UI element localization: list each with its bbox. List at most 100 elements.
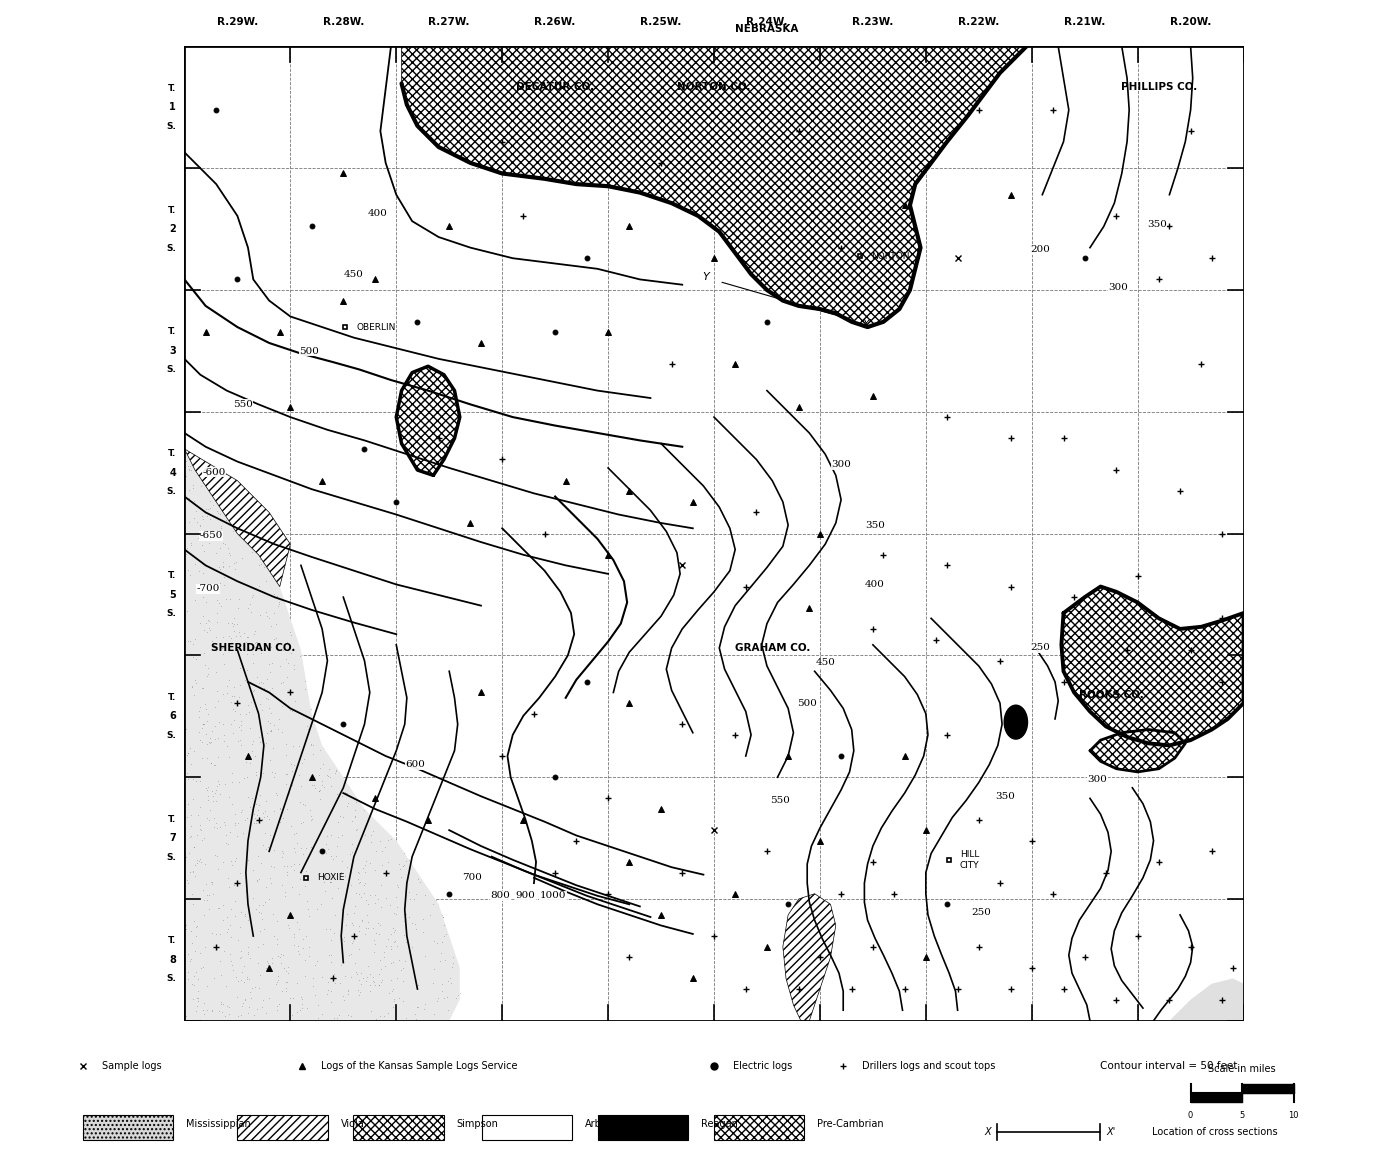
Text: HILL
CITY: HILL CITY xyxy=(960,850,980,870)
Text: T.: T. xyxy=(168,936,176,945)
Text: Mississippian: Mississippian xyxy=(186,1119,251,1129)
Text: S.: S. xyxy=(167,853,176,862)
Text: 700: 700 xyxy=(462,873,483,883)
Text: 500: 500 xyxy=(797,698,818,708)
Text: SHERIDAN CO.: SHERIDAN CO. xyxy=(211,643,295,653)
Text: R.29W.: R.29W. xyxy=(217,17,258,28)
Text: 350: 350 xyxy=(995,792,1015,800)
Text: 400: 400 xyxy=(865,580,885,589)
Text: 550: 550 xyxy=(232,400,252,408)
Bar xyxy=(238,1116,328,1139)
Text: 450: 450 xyxy=(344,269,364,278)
Text: T.: T. xyxy=(168,84,176,93)
Text: OBERLIN: OBERLIN xyxy=(356,322,395,332)
Text: HOXIE: HOXIE xyxy=(316,873,344,883)
Text: Contour interval = 50 feet: Contour interval = 50 feet xyxy=(1100,1060,1238,1071)
Text: S.: S. xyxy=(167,122,176,131)
Text: 2: 2 xyxy=(169,224,176,234)
Text: T.: T. xyxy=(168,205,176,215)
Text: X: X xyxy=(984,1126,991,1137)
Text: Scale in miles: Scale in miles xyxy=(1208,1064,1275,1074)
Text: -650: -650 xyxy=(199,531,223,541)
Text: 350: 350 xyxy=(1147,220,1166,229)
Text: R.22W.: R.22W. xyxy=(958,17,1000,28)
Text: 7: 7 xyxy=(169,833,176,843)
Text: Reagan: Reagan xyxy=(701,1119,738,1129)
Text: Electric logs: Electric logs xyxy=(734,1060,792,1071)
Text: Pre-Cambrian: Pre-Cambrian xyxy=(818,1119,883,1129)
Text: T.: T. xyxy=(168,327,176,336)
Text: Y': Y' xyxy=(862,319,872,329)
Text: S.: S. xyxy=(167,487,176,496)
Polygon shape xyxy=(185,449,459,1021)
Text: T.: T. xyxy=(168,693,176,702)
Ellipse shape xyxy=(1004,705,1028,739)
Text: ROOKS CO.: ROOKS CO. xyxy=(1079,689,1144,699)
Text: NORTON: NORTON xyxy=(871,252,909,261)
Text: 1000: 1000 xyxy=(540,891,566,900)
Text: 250: 250 xyxy=(972,908,991,918)
Text: Viola: Viola xyxy=(340,1119,364,1129)
Text: X': X' xyxy=(1107,1126,1116,1137)
Text: Location of cross sections: Location of cross sections xyxy=(1152,1126,1278,1137)
Text: Sample logs: Sample logs xyxy=(102,1060,162,1071)
Polygon shape xyxy=(396,367,459,476)
Text: R.23W.: R.23W. xyxy=(853,17,893,28)
Text: 10: 10 xyxy=(1288,1110,1299,1119)
Text: R.21W.: R.21W. xyxy=(1064,17,1106,28)
Bar xyxy=(83,1116,174,1139)
Text: 450: 450 xyxy=(815,659,836,667)
Text: PHILLIPS CO.: PHILLIPS CO. xyxy=(1121,81,1197,92)
Text: S.: S. xyxy=(167,365,176,375)
Text: 6: 6 xyxy=(169,711,176,722)
Text: 200: 200 xyxy=(1030,245,1050,254)
Text: Logs of the Kansas Sample Logs Service: Logs of the Kansas Sample Logs Service xyxy=(321,1060,518,1071)
Text: 3: 3 xyxy=(169,346,176,356)
Text: NORTON CO.: NORTON CO. xyxy=(678,81,750,92)
Text: R.25W.: R.25W. xyxy=(640,17,682,28)
Text: 0: 0 xyxy=(1189,1110,1193,1119)
Text: 800: 800 xyxy=(490,891,510,900)
Text: R.20W.: R.20W. xyxy=(1170,17,1211,28)
Text: 8: 8 xyxy=(169,955,176,965)
Text: 1: 1 xyxy=(169,102,176,113)
Text: 4: 4 xyxy=(169,467,176,478)
Bar xyxy=(714,1116,804,1139)
Text: 350: 350 xyxy=(865,521,885,530)
Text: 550: 550 xyxy=(770,796,790,805)
Text: T.: T. xyxy=(168,571,176,580)
Text: 300: 300 xyxy=(1088,775,1107,784)
Text: R.26W.: R.26W. xyxy=(535,17,575,28)
Text: 300: 300 xyxy=(832,461,851,470)
Text: 500: 500 xyxy=(300,347,319,356)
Polygon shape xyxy=(185,449,290,587)
Text: S.: S. xyxy=(167,609,176,618)
Text: R.24W.: R.24W. xyxy=(746,17,788,28)
Polygon shape xyxy=(402,46,1026,327)
Polygon shape xyxy=(1091,730,1186,771)
Text: 600: 600 xyxy=(406,760,426,769)
Text: -700: -700 xyxy=(196,585,220,593)
Text: 5: 5 xyxy=(169,589,176,600)
Text: Simpson: Simpson xyxy=(456,1119,498,1129)
Text: 900: 900 xyxy=(515,891,535,900)
Text: 250: 250 xyxy=(1030,644,1050,652)
Text: S.: S. xyxy=(167,974,176,984)
Text: Drillers logs and scout tops: Drillers logs and scout tops xyxy=(862,1060,995,1071)
Text: S.: S. xyxy=(167,244,176,253)
Text: GRAHAM CO.: GRAHAM CO. xyxy=(735,643,811,653)
Text: 400: 400 xyxy=(367,209,388,218)
Polygon shape xyxy=(1169,978,1243,1021)
Bar xyxy=(353,1116,444,1139)
Text: 5: 5 xyxy=(1239,1110,1245,1119)
Text: T.: T. xyxy=(168,449,176,458)
Bar xyxy=(482,1116,573,1139)
Bar xyxy=(598,1116,689,1139)
Text: R.27W.: R.27W. xyxy=(428,17,470,28)
Text: Arbuckle: Arbuckle xyxy=(585,1119,629,1129)
Text: Y: Y xyxy=(703,273,708,282)
Text: S.: S. xyxy=(167,731,176,740)
Text: DECATUR CO.: DECATUR CO. xyxy=(517,81,594,92)
Text: -600: -600 xyxy=(203,467,225,477)
Text: NEBRASKA: NEBRASKA xyxy=(735,23,798,34)
